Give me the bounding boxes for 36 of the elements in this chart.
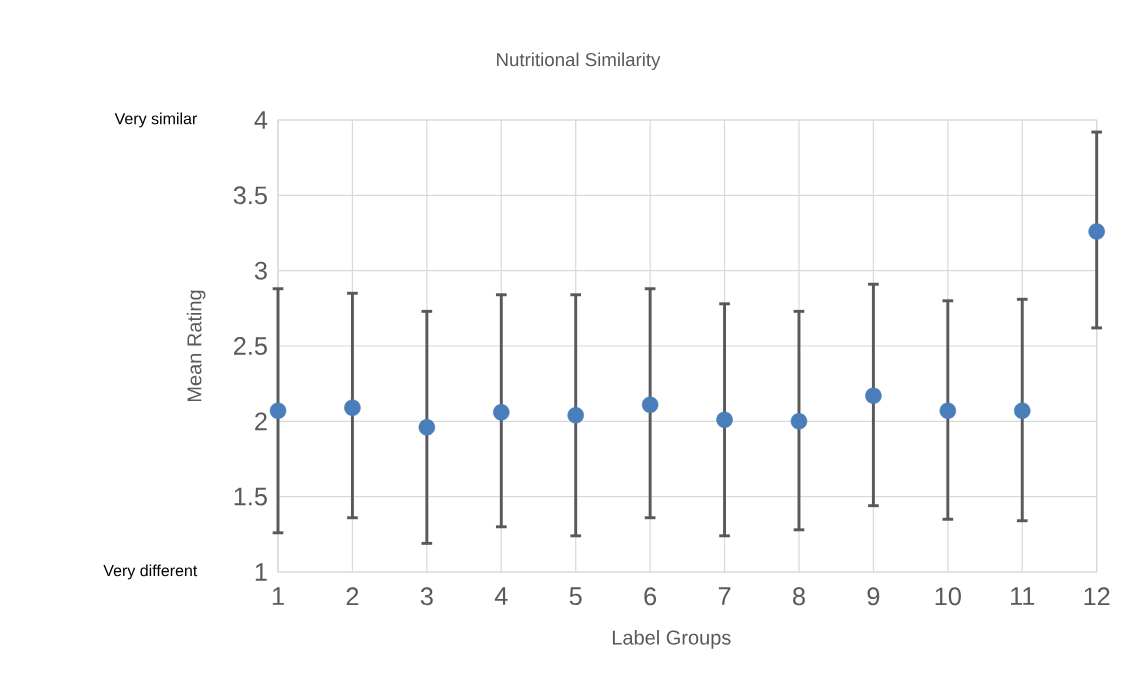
x-tick-label: 3: [420, 587, 433, 606]
point: [865, 387, 882, 404]
point: [269, 402, 287, 420]
point: [1088, 223, 1105, 240]
x-tick-label: 2: [346, 587, 359, 606]
x-tick-label: 7: [718, 587, 731, 605]
point: [418, 419, 436, 436]
point: [344, 399, 361, 417]
text: Very similar: [114, 112, 198, 128]
x-tick-label: 10: [935, 587, 961, 606]
chart-title: Nutritional Similarity: [497, 52, 661, 70]
x-tick-label: 1: [272, 587, 284, 605]
y-tick-label: 1: [255, 563, 267, 581]
x-tick-label: 11: [1011, 587, 1035, 605]
point: [790, 413, 808, 430]
x-axis-title: Label Groups: [612, 630, 731, 649]
point: [1013, 402, 1031, 420]
point: [641, 396, 659, 414]
y-tick-label: 2: [255, 412, 267, 431]
x-tick-label: 6: [644, 587, 657, 606]
point: [567, 407, 584, 424]
y-tick-label: 3: [254, 261, 267, 280]
y-tick-label: 3.5: [233, 186, 267, 205]
y-axis-title: Mean Rating: [186, 290, 206, 402]
x-tick-label: 4: [494, 587, 508, 605]
y-tick-label: 1.5: [234, 487, 267, 506]
x-tick-label: 9: [867, 587, 880, 606]
text: Very different: [103, 564, 198, 580]
y-tick-label: 2.5: [234, 337, 267, 355]
x-tick-label: 8: [793, 587, 805, 606]
x-tick-label: 12: [1084, 587, 1110, 606]
point: [716, 411, 733, 429]
point: [939, 402, 957, 420]
point: [493, 404, 510, 421]
x-tick-label: 5: [569, 587, 582, 606]
y-tick-label: 4: [254, 111, 268, 129]
